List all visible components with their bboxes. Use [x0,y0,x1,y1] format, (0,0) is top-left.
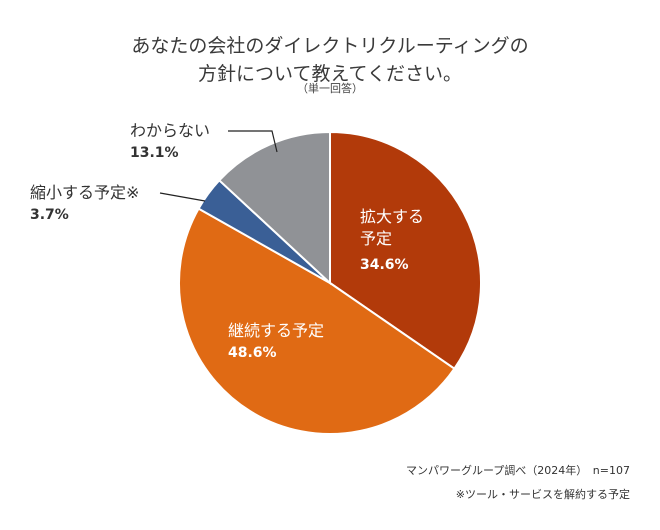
slice-expand [329,130,482,371]
slice-label-expand-line1: 拡大する [360,207,425,226]
chart-title-line1: あなたの会社のダイレクトリクルーティングの [131,35,529,57]
slice-label-expand: 拡大する 予定 34.6% [360,206,424,276]
slice-pct-unknown: 13.1% [130,145,179,161]
leader-line-shrink [159,192,206,202]
slice-label-expand-line2: 予定 [360,229,393,248]
slice-continue [178,207,456,435]
slice-label-shrink: 縮小する予定※ 3.7% [30,182,139,226]
slice-unknown [217,130,331,286]
slice-label-continue-text: 継続する予定 [228,321,325,340]
leader-line-unknown [228,130,278,153]
chart-subtitle: （単一回答） [297,82,363,95]
source-note: マンパワーグループ調べ（2024年） n=107 [405,464,630,477]
slice-pct-shrink: 3.7% [30,207,69,223]
footnote: ※ツール・サービスを解約する予定 [455,488,630,501]
slice-label-shrink-text: 縮小する予定※ [30,183,140,202]
slice-pct-expand: 34.6% [360,257,409,273]
chart-title-line2: 方針について教えてください。 [198,63,462,85]
slice-label-continue: 継続する予定 48.6% [228,320,324,364]
slice-label-unknown: わからない 13.1% [130,120,210,164]
slice-pct-continue: 48.6% [228,345,277,361]
slice-label-unknown-text: わからない [130,121,211,140]
